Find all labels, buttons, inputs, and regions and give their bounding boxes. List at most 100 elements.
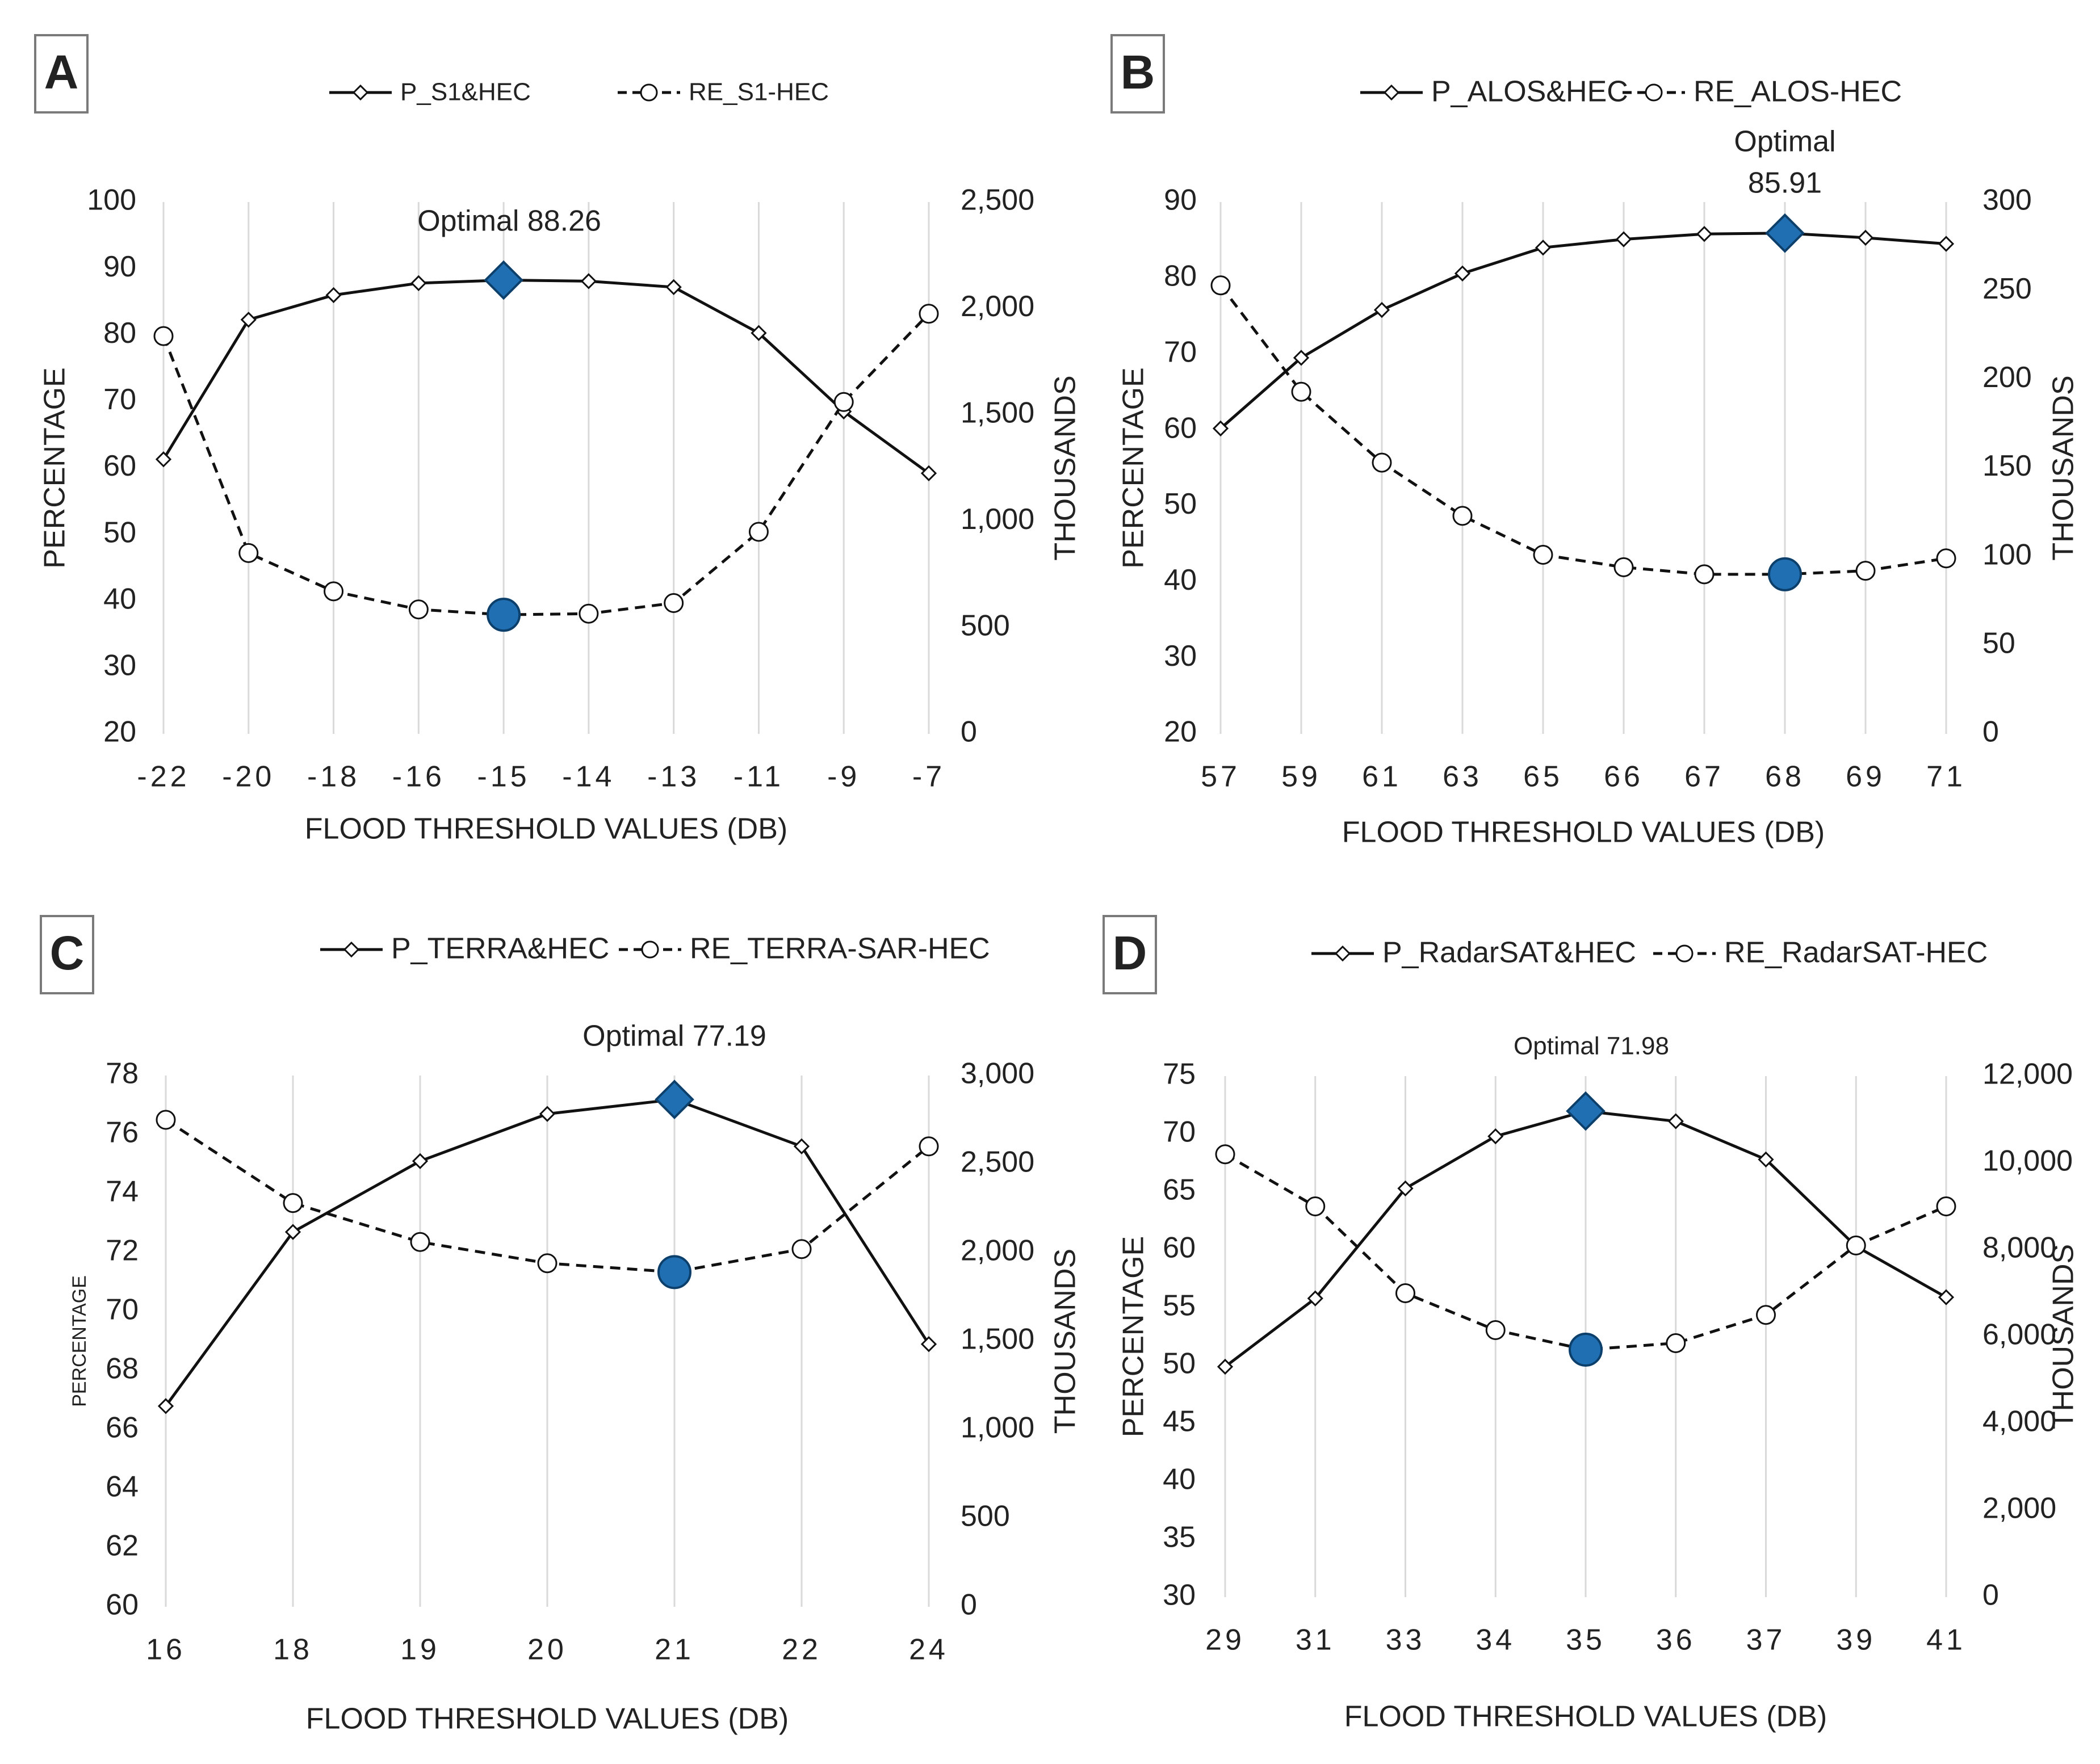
- data-point-diamond: [410, 275, 427, 292]
- x-tick-label: 71: [1926, 761, 1966, 793]
- x-tick-label: 57: [1201, 761, 1240, 793]
- x-tick-label: 16: [146, 1633, 186, 1666]
- data-point-circle: [664, 593, 684, 613]
- x-axis-title: FLOOD THRESHOLD VALUES (DB): [1342, 816, 1825, 849]
- data-point-circle: [1452, 506, 1473, 526]
- legend-marker-diamond: [343, 941, 360, 958]
- optimal-point-marker: [1768, 557, 1802, 591]
- x-tick-label: -16: [392, 761, 445, 793]
- x-tick-label: 22: [782, 1633, 821, 1666]
- data-point-diamond: [1293, 350, 1310, 366]
- x-axis-title: FLOOD THRESHOLD VALUES (DB): [306, 1703, 789, 1736]
- x-tick-label: 61: [1362, 761, 1402, 793]
- legend-entry: P_TERRA&HEC: [320, 933, 609, 965]
- y2-tick-label: 200: [1982, 361, 2032, 394]
- data-point-circle: [1395, 1283, 1415, 1303]
- x-tick-label: -14: [562, 761, 615, 793]
- y2-tick-label: 0: [1982, 716, 1999, 749]
- legend-marker-circle: [1645, 83, 1663, 102]
- legend-label: P_S1&HEC: [400, 78, 531, 106]
- data-point-circle: [1855, 561, 1876, 581]
- y-tick-label: 20: [103, 716, 136, 749]
- data-point-diamond: [240, 312, 257, 328]
- panel-label: B: [1121, 45, 1155, 99]
- data-point-circle: [1210, 275, 1231, 296]
- y-tick-label: 65: [1163, 1174, 1196, 1207]
- data-point-circle: [283, 1193, 303, 1213]
- y2-tick-label: 0: [961, 1589, 977, 1622]
- data-point-diamond: [412, 1153, 429, 1169]
- y-tick-label: 76: [106, 1116, 139, 1149]
- y-tick-label: 66: [106, 1412, 139, 1444]
- y-tick-label: 80: [1164, 260, 1197, 293]
- y2-tick-label: 8,000: [1982, 1232, 2056, 1265]
- legend-label: P_ALOS&HEC: [1431, 75, 1628, 108]
- data-point-circle: [1936, 1196, 1956, 1216]
- y2-tick-label: 1,500: [961, 1323, 1034, 1356]
- data-point-diamond: [793, 1138, 810, 1154]
- y-tick-label: 90: [103, 250, 136, 283]
- y2-axis-title: THOUSANDS: [1049, 1249, 1082, 1434]
- data-point-circle: [1846, 1235, 1866, 1255]
- y-tick-label: 100: [87, 184, 136, 217]
- y-tick-label: 74: [106, 1175, 139, 1208]
- data-point-diamond: [920, 465, 937, 481]
- x-tick-label: -7: [912, 761, 945, 793]
- data-point-circle: [1215, 1144, 1235, 1165]
- legend-marker-diamond: [1334, 945, 1351, 962]
- x-tick-label: 29: [1205, 1624, 1245, 1657]
- data-point-circle: [1936, 548, 1956, 569]
- data-point-diamond: [1487, 1128, 1504, 1145]
- optimal-point-marker: [1566, 1091, 1606, 1131]
- y-tick-label: 35: [1163, 1521, 1196, 1554]
- data-point-circle: [919, 1136, 939, 1157]
- legend-label: P_RadarSAT&HEC: [1382, 936, 1636, 969]
- optimal-annotation: Optimal 88.26: [417, 205, 601, 238]
- x-tick-label: 35: [1566, 1624, 1606, 1657]
- chart-panel-c: C 60 62 64 66 68 70 72 74 76 78 0 500 1,000 1,500 2,000…: [40, 915, 1082, 1736]
- x-tick-label: 41: [1926, 1624, 1966, 1657]
- data-point-diamond: [1454, 265, 1471, 282]
- y-tick-label: 45: [1163, 1405, 1196, 1438]
- panel-label: A: [44, 45, 79, 99]
- optimal-annotation: Optimal: [1734, 125, 1835, 158]
- x-tick-label: 59: [1281, 761, 1321, 793]
- x-tick-label: 20: [527, 1633, 567, 1666]
- x-tick-label: -22: [137, 761, 190, 793]
- panel-label-box: [34, 34, 89, 114]
- data-point-circle: [1666, 1333, 1686, 1353]
- y-tick-label: 60: [106, 1589, 139, 1622]
- panel-label: D: [1113, 926, 1147, 980]
- y2-axis-title: THOUSANDS: [2047, 375, 2080, 560]
- data-point-circle: [791, 1239, 812, 1259]
- y2-tick-label: 150: [1982, 450, 2032, 482]
- data-point-circle: [1305, 1196, 1326, 1216]
- data-point-circle: [919, 304, 939, 324]
- x-tick-label: -13: [647, 761, 700, 793]
- x-tick-label: 33: [1386, 1624, 1426, 1657]
- optimal-point-marker: [1569, 1332, 1603, 1367]
- panel-label-box: [1110, 34, 1165, 114]
- data-point-diamond: [1857, 229, 1874, 246]
- y-tick-label: 30: [103, 649, 136, 682]
- optimal-annotation: 85.91: [1748, 167, 1822, 200]
- data-point-diamond: [1217, 1358, 1234, 1375]
- data-point-circle: [1372, 452, 1392, 473]
- data-point-circle: [537, 1253, 558, 1274]
- data-point-diamond: [1938, 236, 1955, 252]
- optimal-annotation: Optimal 71.98: [1514, 1032, 1669, 1060]
- data-point-circle: [156, 1110, 176, 1130]
- data-point-diamond: [920, 1336, 937, 1353]
- data-point-diamond: [284, 1224, 301, 1240]
- x-tick-label: 18: [273, 1633, 313, 1666]
- data-point-diamond: [1938, 1289, 1955, 1305]
- data-point-diamond: [155, 451, 172, 468]
- series-line-p: [1219, 232, 1947, 430]
- y-tick-label: 68: [106, 1353, 139, 1385]
- x-tick-label: 37: [1746, 1624, 1786, 1657]
- y2-tick-label: 10,000: [1982, 1145, 2073, 1178]
- legend-marker-diamond: [352, 84, 369, 101]
- y-tick-label: 30: [1164, 640, 1197, 673]
- data-point-circle: [1756, 1305, 1776, 1325]
